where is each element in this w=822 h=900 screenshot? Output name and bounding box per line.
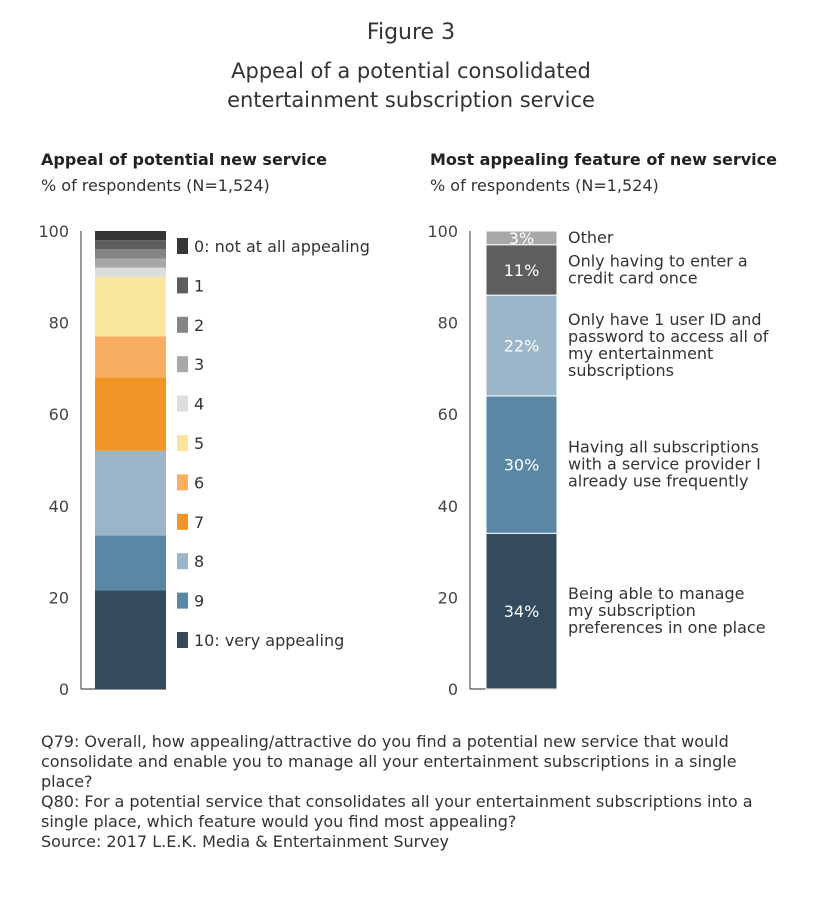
figure-title-line-1: Appeal of a potential consolidated xyxy=(231,59,591,83)
right-panel-title: Most appealing feature of new service xyxy=(430,150,777,169)
left-chart-y-tick-label: 0 xyxy=(59,680,69,699)
figure-label: Figure 3 xyxy=(366,20,456,45)
left-panel-subtitle: % of respondents (N=1,524) xyxy=(41,176,270,195)
footnote-line: single place, which feature would you fi… xyxy=(41,812,517,831)
right-chart-y-tick-label: 60 xyxy=(438,405,458,424)
legend-swatch xyxy=(177,632,188,648)
legend-swatch xyxy=(177,553,188,570)
legend-label: 2 xyxy=(194,316,204,335)
right-chart-y-tick-label: 20 xyxy=(438,588,458,607)
legend-swatch xyxy=(177,513,188,530)
legend-label: 9 xyxy=(194,592,204,611)
legend-swatch xyxy=(177,395,188,412)
right-chart-y-tick-label: 40 xyxy=(438,497,458,516)
category-label: password to access all of xyxy=(568,327,769,346)
right-bar-segment xyxy=(485,532,558,690)
category-label: subscriptions xyxy=(568,361,674,380)
legend-swatch xyxy=(177,592,188,609)
legend-label: 3 xyxy=(194,355,204,374)
footnote-line: Q79: Overall, how appealing/attractive d… xyxy=(41,732,729,751)
right-bar-segment xyxy=(485,244,558,296)
footnote-line: consolidate and enable you to manage all… xyxy=(41,752,737,771)
left-chart-y-tick-label: 60 xyxy=(49,405,69,424)
footnote-line: Q80: For a potential service that consol… xyxy=(41,792,753,811)
left-bar-segment xyxy=(95,377,166,451)
figure-title-line-2: entertainment subscription service xyxy=(227,88,595,112)
legend-label: 1 xyxy=(194,276,204,295)
bar-data-label: 22% xyxy=(504,337,540,356)
left-bar-segment xyxy=(95,276,166,337)
source-line: Source: 2017 L.E.K. Media & Entertainmen… xyxy=(41,832,449,851)
legend-swatch xyxy=(177,316,188,333)
category-label: my subscription xyxy=(568,601,696,620)
legend-label: 8 xyxy=(194,552,204,571)
left-bar-segment xyxy=(95,231,166,241)
left-bar-segment xyxy=(95,336,166,378)
right-chart-y-tick-label: 0 xyxy=(448,680,458,699)
right-chart-y-tick-label: 100 xyxy=(427,222,458,241)
legend-swatch xyxy=(177,435,188,451)
bar-data-label: 11% xyxy=(504,261,540,280)
legend-label: 7 xyxy=(194,513,204,532)
category-label: Being able to manage xyxy=(568,584,744,603)
left-bar-segment xyxy=(95,535,166,591)
left-bar-segment xyxy=(95,267,166,277)
legend-swatch xyxy=(177,474,188,491)
bar-data-label: 3% xyxy=(509,229,534,248)
left-chart-y-tick-label: 20 xyxy=(49,588,69,607)
footnote-line: place? xyxy=(41,772,93,791)
left-chart-y-tick-label: 40 xyxy=(49,497,69,516)
category-label: preferences in one place xyxy=(568,618,766,637)
bar-data-label: 34% xyxy=(504,602,540,621)
right-bar-segment xyxy=(485,230,558,246)
legend-label: 5 xyxy=(194,434,204,453)
left-bar-segment xyxy=(95,240,166,250)
category-label: already use frequently xyxy=(568,472,748,491)
left-bar-segment xyxy=(95,249,166,259)
left-chart-y-tick-label: 100 xyxy=(38,222,69,241)
category-label: Only having to enter a xyxy=(568,251,748,270)
legend-label: 6 xyxy=(194,473,204,492)
left-panel-title: Appeal of potential new service xyxy=(41,150,327,169)
right-bar-segment xyxy=(485,395,558,534)
category-label: Having all subscriptions xyxy=(568,438,759,457)
category-label: my entertainment xyxy=(568,344,713,363)
legend-swatch xyxy=(177,277,188,294)
category-label: credit card once xyxy=(568,268,698,287)
category-label: Only have 1 user ID and xyxy=(568,310,762,329)
footnotes: Q79: Overall, how appealing/attractive d… xyxy=(41,732,801,852)
left-bar-segment xyxy=(95,258,166,268)
left-bar-segment xyxy=(95,450,166,536)
category-label: with a service provider I xyxy=(568,455,761,474)
legend-label: 0: not at all appealing xyxy=(194,237,370,256)
legend-label: 10: very appealing xyxy=(194,631,344,650)
left-chart-y-tick-label: 80 xyxy=(49,314,69,333)
right-chart-y-tick-label: 80 xyxy=(438,314,458,333)
left-bar-segment xyxy=(95,590,166,689)
category-label: Other xyxy=(568,228,614,247)
bar-data-label: 30% xyxy=(504,456,540,475)
legend-swatch xyxy=(177,238,188,254)
figure-title: Appeal of a potential consolidated enter… xyxy=(150,57,672,115)
legend-swatch xyxy=(177,356,188,373)
legend-label: 4 xyxy=(194,395,204,414)
right-panel-subtitle: % of respondents (N=1,524) xyxy=(430,176,659,195)
